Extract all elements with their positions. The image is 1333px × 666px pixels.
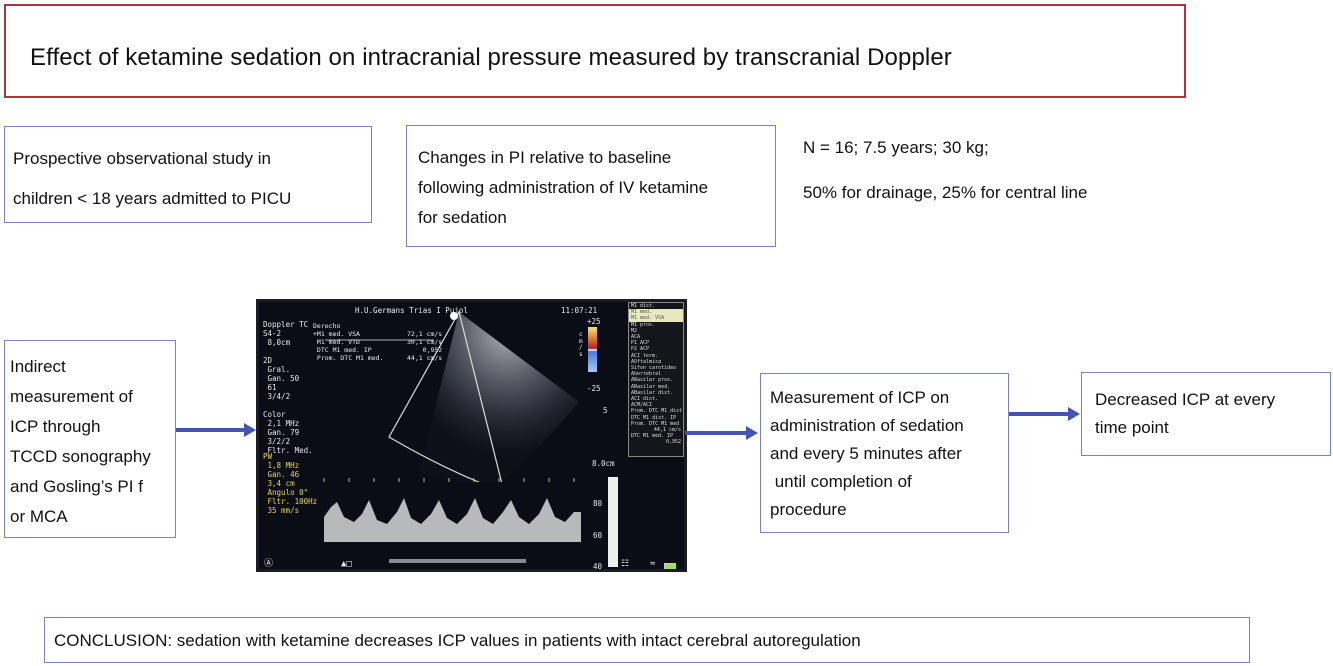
probe-icon: Ⓐ bbox=[264, 559, 274, 569]
study-design-box: Prospective observational study in child… bbox=[4, 126, 372, 223]
measurement-box: Measurement of ICP on administration of … bbox=[760, 373, 1009, 533]
arrow-right-icon bbox=[685, 426, 758, 440]
page-title: Effect of ketamine sedation on intracran… bbox=[30, 44, 952, 71]
outcome-text: Changes in PI relative to baseline follo… bbox=[418, 148, 709, 227]
scanner-settings: Doppler TC S4-2 8,0cm 2D Gral. Gan. 50 6… bbox=[263, 320, 313, 455]
conclusion-text: CONCLUSION: sedation with ketamine decre… bbox=[54, 631, 861, 650]
progress-bar bbox=[389, 559, 526, 563]
hospital-header: H.U.Germans Trias I Pujol bbox=[355, 306, 468, 315]
display-icon: ▲□ bbox=[341, 559, 352, 569]
population-stats: N = 16; 7.5 years; 30 kg; 50% for draina… bbox=[803, 138, 1087, 203]
method-box: Indirect measurement of ICP through TCCD… bbox=[4, 340, 176, 538]
method-text: Indirect measurement of ICP through TCCD… bbox=[10, 357, 151, 526]
arrow-right-icon bbox=[176, 423, 256, 437]
battery-icon bbox=[664, 563, 676, 569]
doppler-sector-icon bbox=[259, 310, 589, 552]
measurement-text: Measurement of ICP on administration of … bbox=[770, 388, 964, 519]
conclusion-box: CONCLUSION: sedation with ketamine decre… bbox=[44, 617, 1250, 663]
measurement-values: 72,1 cm/s 30,1 cm/s 0,952 44,1 cm/s bbox=[407, 330, 443, 362]
result-text: Decreased ICP at every time point bbox=[1095, 390, 1276, 437]
depth-mark: 5 bbox=[603, 406, 608, 415]
population-line-1: N = 16; 7.5 years; 30 kg; bbox=[803, 138, 989, 157]
color-scale-bar bbox=[588, 327, 597, 372]
color-units: c m / s bbox=[579, 331, 583, 358]
outcome-box: Changes in PI relative to baseline follo… bbox=[406, 125, 776, 247]
velocity-scale-bar bbox=[608, 477, 618, 567]
color-scale-bottom: -25 bbox=[587, 384, 601, 393]
wifi-icon: ≈ bbox=[650, 559, 656, 569]
velocity-scale: 80 60 40 20 0 20 bbox=[593, 499, 603, 571]
depth-label: 8.0cm bbox=[592, 459, 615, 468]
pw-settings: PW 1,8 MHz Gan. 46 3,4 cm Angulo 0° Fltr… bbox=[263, 452, 318, 515]
color-scale-top: +25 bbox=[587, 317, 601, 326]
arrow-right-icon bbox=[1009, 407, 1080, 421]
study-design-text: Prospective observational study in child… bbox=[13, 149, 292, 208]
population-line-2: 50% for drainage, 25% for central line bbox=[803, 183, 1088, 202]
measurement-labels: Derecho +M1 med. VSA M1 med. VTD DTC M1 … bbox=[313, 322, 384, 362]
title-box: Effect of ketamine sedation on intracran… bbox=[4, 4, 1186, 98]
network-icon: ☷ bbox=[621, 559, 630, 569]
clock-time: 11:07:21 bbox=[561, 306, 598, 315]
vessel-menu: M1 dist. M1 med. M1 med. VSA M1 prox. M2… bbox=[628, 302, 684, 457]
result-box: Decreased ICP at every time point bbox=[1081, 372, 1331, 456]
ultrasound-image: H.U.Germans Trias I Pujol 11:07:21 Doppl… bbox=[256, 299, 687, 572]
